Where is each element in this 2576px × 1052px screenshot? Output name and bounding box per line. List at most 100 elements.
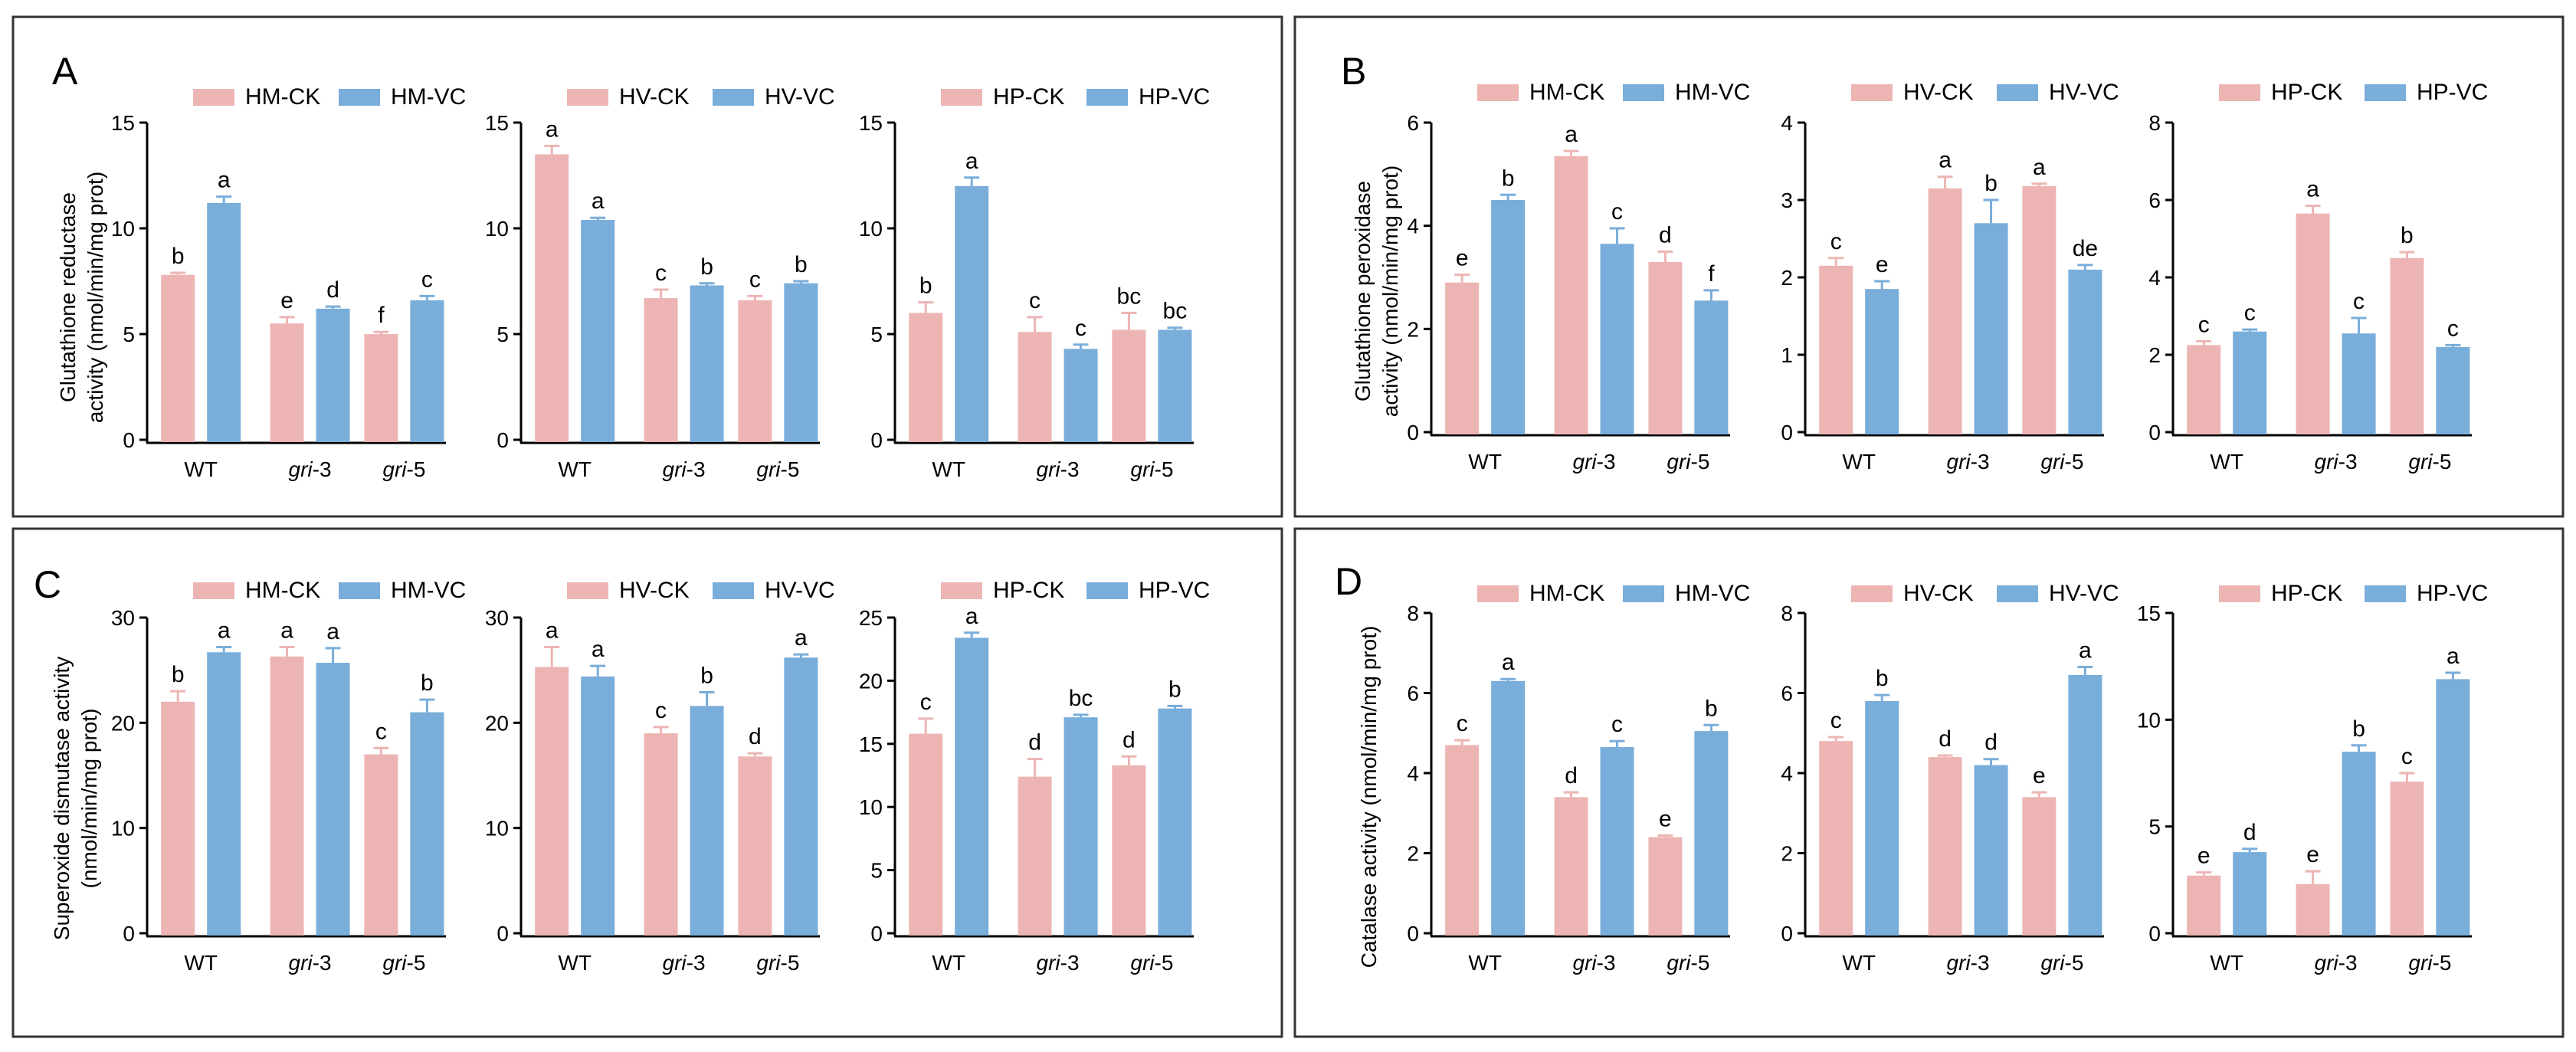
bar-hm-ck-gri-3 xyxy=(270,656,304,936)
panel-a-ylabel-line-1: Glutathione reductase xyxy=(56,192,80,402)
y-tick-label: 4 xyxy=(1407,215,1419,238)
significance-letter: c xyxy=(2244,300,2256,326)
bar-hm-vc-gri-5 xyxy=(1694,731,1729,936)
bar-hm-ck-wt xyxy=(1445,745,1480,936)
bar-hv-ck-wt xyxy=(1819,741,1853,936)
significance-letter: e xyxy=(2033,763,2046,788)
bar-hm-vc-wt xyxy=(207,202,241,442)
bar-hm-vc-wt xyxy=(1491,680,1526,936)
significance-letter: bc xyxy=(1163,299,1188,324)
bar-hp-ck-gri-3 xyxy=(1018,776,1052,936)
legend-label-hv-vc: HV-VC xyxy=(765,84,835,110)
legend-label-hm-vc: HM-VC xyxy=(391,578,466,603)
bar-hp-ck-wt xyxy=(2187,345,2221,434)
panel-d-chart-1: 0 2 4 6 8 HM-CK HM-VC c a WT d c gri-3 e b gri-5 xyxy=(1407,581,1750,975)
x-tick-label-wt: WT xyxy=(184,951,218,975)
y-tick-label: 5 xyxy=(123,323,135,346)
legend-swatch-hp-ck xyxy=(941,89,982,106)
bar-hv-vc-gri-3 xyxy=(1974,765,2008,936)
x-tick-label-gri-3: gri-3 xyxy=(289,951,332,975)
x-tick-label-gri-5: gri-5 xyxy=(756,951,799,975)
bar-hp-ck-wt xyxy=(2187,875,2221,936)
y-tick-label: 0 xyxy=(1781,421,1793,444)
bar-hm-vc-gri-5 xyxy=(410,712,444,936)
bar-hp-vc-wt xyxy=(955,637,989,936)
legend-label-hv-vc: HV-VC xyxy=(2049,80,2119,105)
significance-letter: e xyxy=(280,288,293,313)
x-tick-label-wt: WT xyxy=(558,951,592,975)
significance-letter: a xyxy=(1502,650,1515,675)
x-tick-label-gri-5: gri-5 xyxy=(1667,450,1709,474)
bar-hm-vc-gri-5 xyxy=(410,300,444,442)
significance-letter: a xyxy=(1939,148,1952,173)
legend-label-hv-ck: HV-CK xyxy=(619,84,690,110)
x-tick-label-gri-3: gri-3 xyxy=(1037,951,1080,975)
legend-swatch-hp-ck xyxy=(2219,585,2260,602)
significance-letter: d xyxy=(326,277,339,303)
significance-letter: b xyxy=(700,664,713,689)
legend-label-hm-vc: HM-VC xyxy=(1675,80,1750,105)
panel-c-chart-1: 0 10 20 30 HM-CK HM-VC b a WT a a gri-3 c b gri-5 xyxy=(111,578,466,975)
bar-hm-ck-gri-5 xyxy=(1648,261,1683,434)
x-tick-label-gri-3: gri-3 xyxy=(2315,450,2358,474)
significance-letter: d xyxy=(1659,222,1672,247)
x-tick-label-wt: WT xyxy=(1468,450,1502,474)
panel-b-chart-1: 0 2 4 6 HM-CK HM-VC e b WT a c gri-3 d f gri-5 xyxy=(1407,80,1750,474)
panel-c-ylabel-line-2: (nmol/min/mg prot) xyxy=(77,709,101,889)
legend-swatch-hp-vc xyxy=(2365,84,2406,101)
bar-hp-vc-gri-5 xyxy=(2436,346,2470,434)
bar-hm-ck-gri-5 xyxy=(364,334,398,442)
significance-letter: a xyxy=(2079,638,2092,664)
significance-letter: a xyxy=(965,604,978,629)
x-tick-label-wt: WT xyxy=(932,951,965,975)
y-tick-label: 5 xyxy=(497,323,509,346)
significance-letter: d xyxy=(1028,730,1041,755)
significance-letter: a xyxy=(592,637,605,662)
bar-hp-vc-gri-3 xyxy=(1064,349,1098,442)
y-tick-label: 15 xyxy=(111,111,135,135)
panel-c-letter: C xyxy=(34,563,61,606)
y-tick-label: 15 xyxy=(859,732,883,756)
y-tick-label: 0 xyxy=(497,428,509,452)
y-tick-label: 5 xyxy=(870,323,883,346)
bar-hp-ck-gri-3 xyxy=(2296,883,2330,936)
legend-swatch-hm-vc xyxy=(1623,585,1664,602)
significance-letter: b xyxy=(919,274,932,299)
y-tick-label: 10 xyxy=(485,817,509,841)
y-tick-label: 0 xyxy=(2148,922,2161,945)
x-tick-label-gri-5: gri-5 xyxy=(756,457,799,481)
significance-letter: c xyxy=(749,267,761,292)
y-tick-label: 6 xyxy=(1781,682,1793,706)
bar-hv-ck-wt xyxy=(1819,265,1853,434)
bar-hp-vc-wt xyxy=(2233,852,2267,936)
bar-hm-vc-gri-3 xyxy=(1600,747,1634,936)
significance-letter: a xyxy=(218,618,231,643)
panel-b-letter: B xyxy=(1341,50,1366,93)
legend-label-hv-ck: HV-CK xyxy=(1903,80,1974,105)
x-tick-label-gri-3: gri-3 xyxy=(1037,457,1080,481)
bar-hv-ck-wt xyxy=(535,667,569,936)
panel-a-letter: A xyxy=(52,50,78,93)
y-tick-label: 0 xyxy=(870,922,883,945)
significance-letter: c xyxy=(655,261,667,286)
legend-swatch-hm-ck xyxy=(1477,84,1519,101)
legend-label-hp-ck: HP-CK xyxy=(2271,80,2342,105)
y-tick-label: 15 xyxy=(2137,601,2161,625)
y-tick-label: 15 xyxy=(485,111,509,135)
bar-hp-ck-gri-5 xyxy=(1112,329,1146,442)
legend-swatch-hp-ck xyxy=(2219,84,2260,101)
y-tick-label: 20 xyxy=(111,711,135,735)
bar-hv-vc-wt xyxy=(581,219,615,442)
x-tick-label-gri-5: gri-5 xyxy=(2040,951,2083,975)
bar-hp-ck-gri-5 xyxy=(1112,765,1146,936)
x-tick-label-gri-3: gri-3 xyxy=(663,457,706,481)
bar-hm-ck-wt xyxy=(1445,282,1480,434)
significance-letter: c xyxy=(1611,199,1623,224)
panel-b-chart-3: 0 2 4 6 8 HP-CK HP-VC c c WT a c gri-3 b c gri-5 xyxy=(2148,80,2488,474)
y-tick-label: 10 xyxy=(859,217,883,241)
x-tick-label-wt: WT xyxy=(558,457,592,481)
legend-label-hp-vc: HP-VC xyxy=(2417,581,2488,606)
y-tick-label: 10 xyxy=(2137,708,2161,732)
